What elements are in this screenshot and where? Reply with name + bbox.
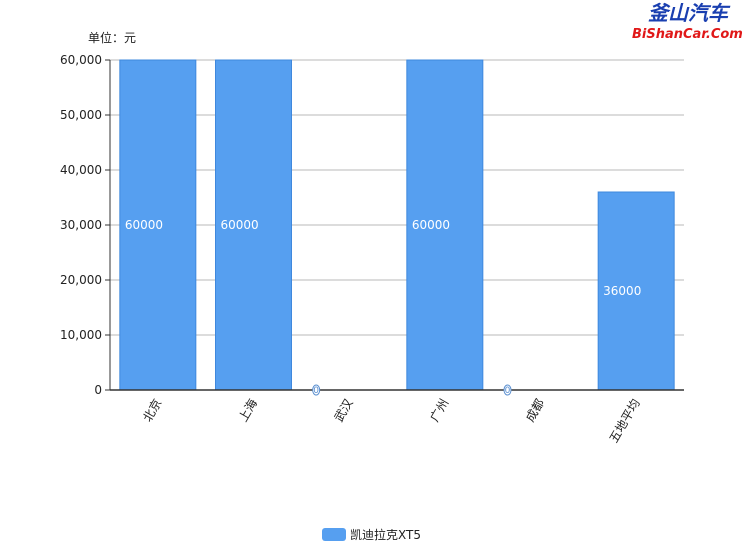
watermark-chinese-text: 釜山汽车 [648, 1, 731, 25]
x-tick-label: 上海 [235, 396, 260, 424]
bar-value-label: 36000 [603, 284, 641, 298]
y-tick-label: 10,000 [60, 328, 102, 342]
x-tick-label: 北京 [140, 397, 164, 425]
bar-value-label: 60000 [221, 218, 259, 232]
y-tick-label: 20,000 [60, 273, 102, 287]
watermark-logo: 釜山汽车 BiShanCar.Com [632, 1, 743, 42]
zero-value-marker [312, 384, 321, 396]
legend-label: 凯迪拉克XT5 [350, 527, 421, 542]
x-tick-labels: 北京 上海 武汉 广州 成都 五地平均 [140, 396, 642, 445]
y-tick-label: 40,000 [60, 163, 102, 177]
bar-value-label: 0 [313, 386, 319, 396]
watermark-english-text: BiShanCar.Com [632, 27, 743, 42]
y-tick-label: 60,000 [60, 53, 102, 67]
y-tick-label: 30,000 [60, 218, 102, 232]
bar[interactable] [597, 191, 675, 391]
bar-value-label: 60000 [125, 218, 163, 232]
legend[interactable]: 凯迪拉克XT5 [322, 527, 421, 542]
y-tick-label: 50,000 [60, 108, 102, 122]
zero-value-marker [503, 384, 512, 396]
bar[interactable] [406, 59, 484, 391]
y-tick-labels: 0 10,000 20,000 30,000 40,000 50,000 60,000 [60, 53, 110, 397]
x-tick-label: 五地平均 [607, 397, 643, 446]
bar[interactable] [215, 59, 292, 391]
bar-value-label: 0 [505, 386, 511, 396]
x-tick-label: 成都 [523, 397, 547, 425]
legend-swatch [322, 528, 346, 541]
x-tick-label: 广州 [427, 397, 451, 425]
bars [119, 59, 675, 391]
x-tick-label: 武汉 [332, 397, 356, 425]
y-tick-label: 0 [94, 383, 102, 397]
data-labels: 60000 60000 0 60000 0 36000 [125, 218, 642, 396]
gridlines [110, 59, 684, 336]
bar-value-label: 60000 [412, 218, 450, 232]
unit-label: 单位：元 [88, 30, 136, 45]
